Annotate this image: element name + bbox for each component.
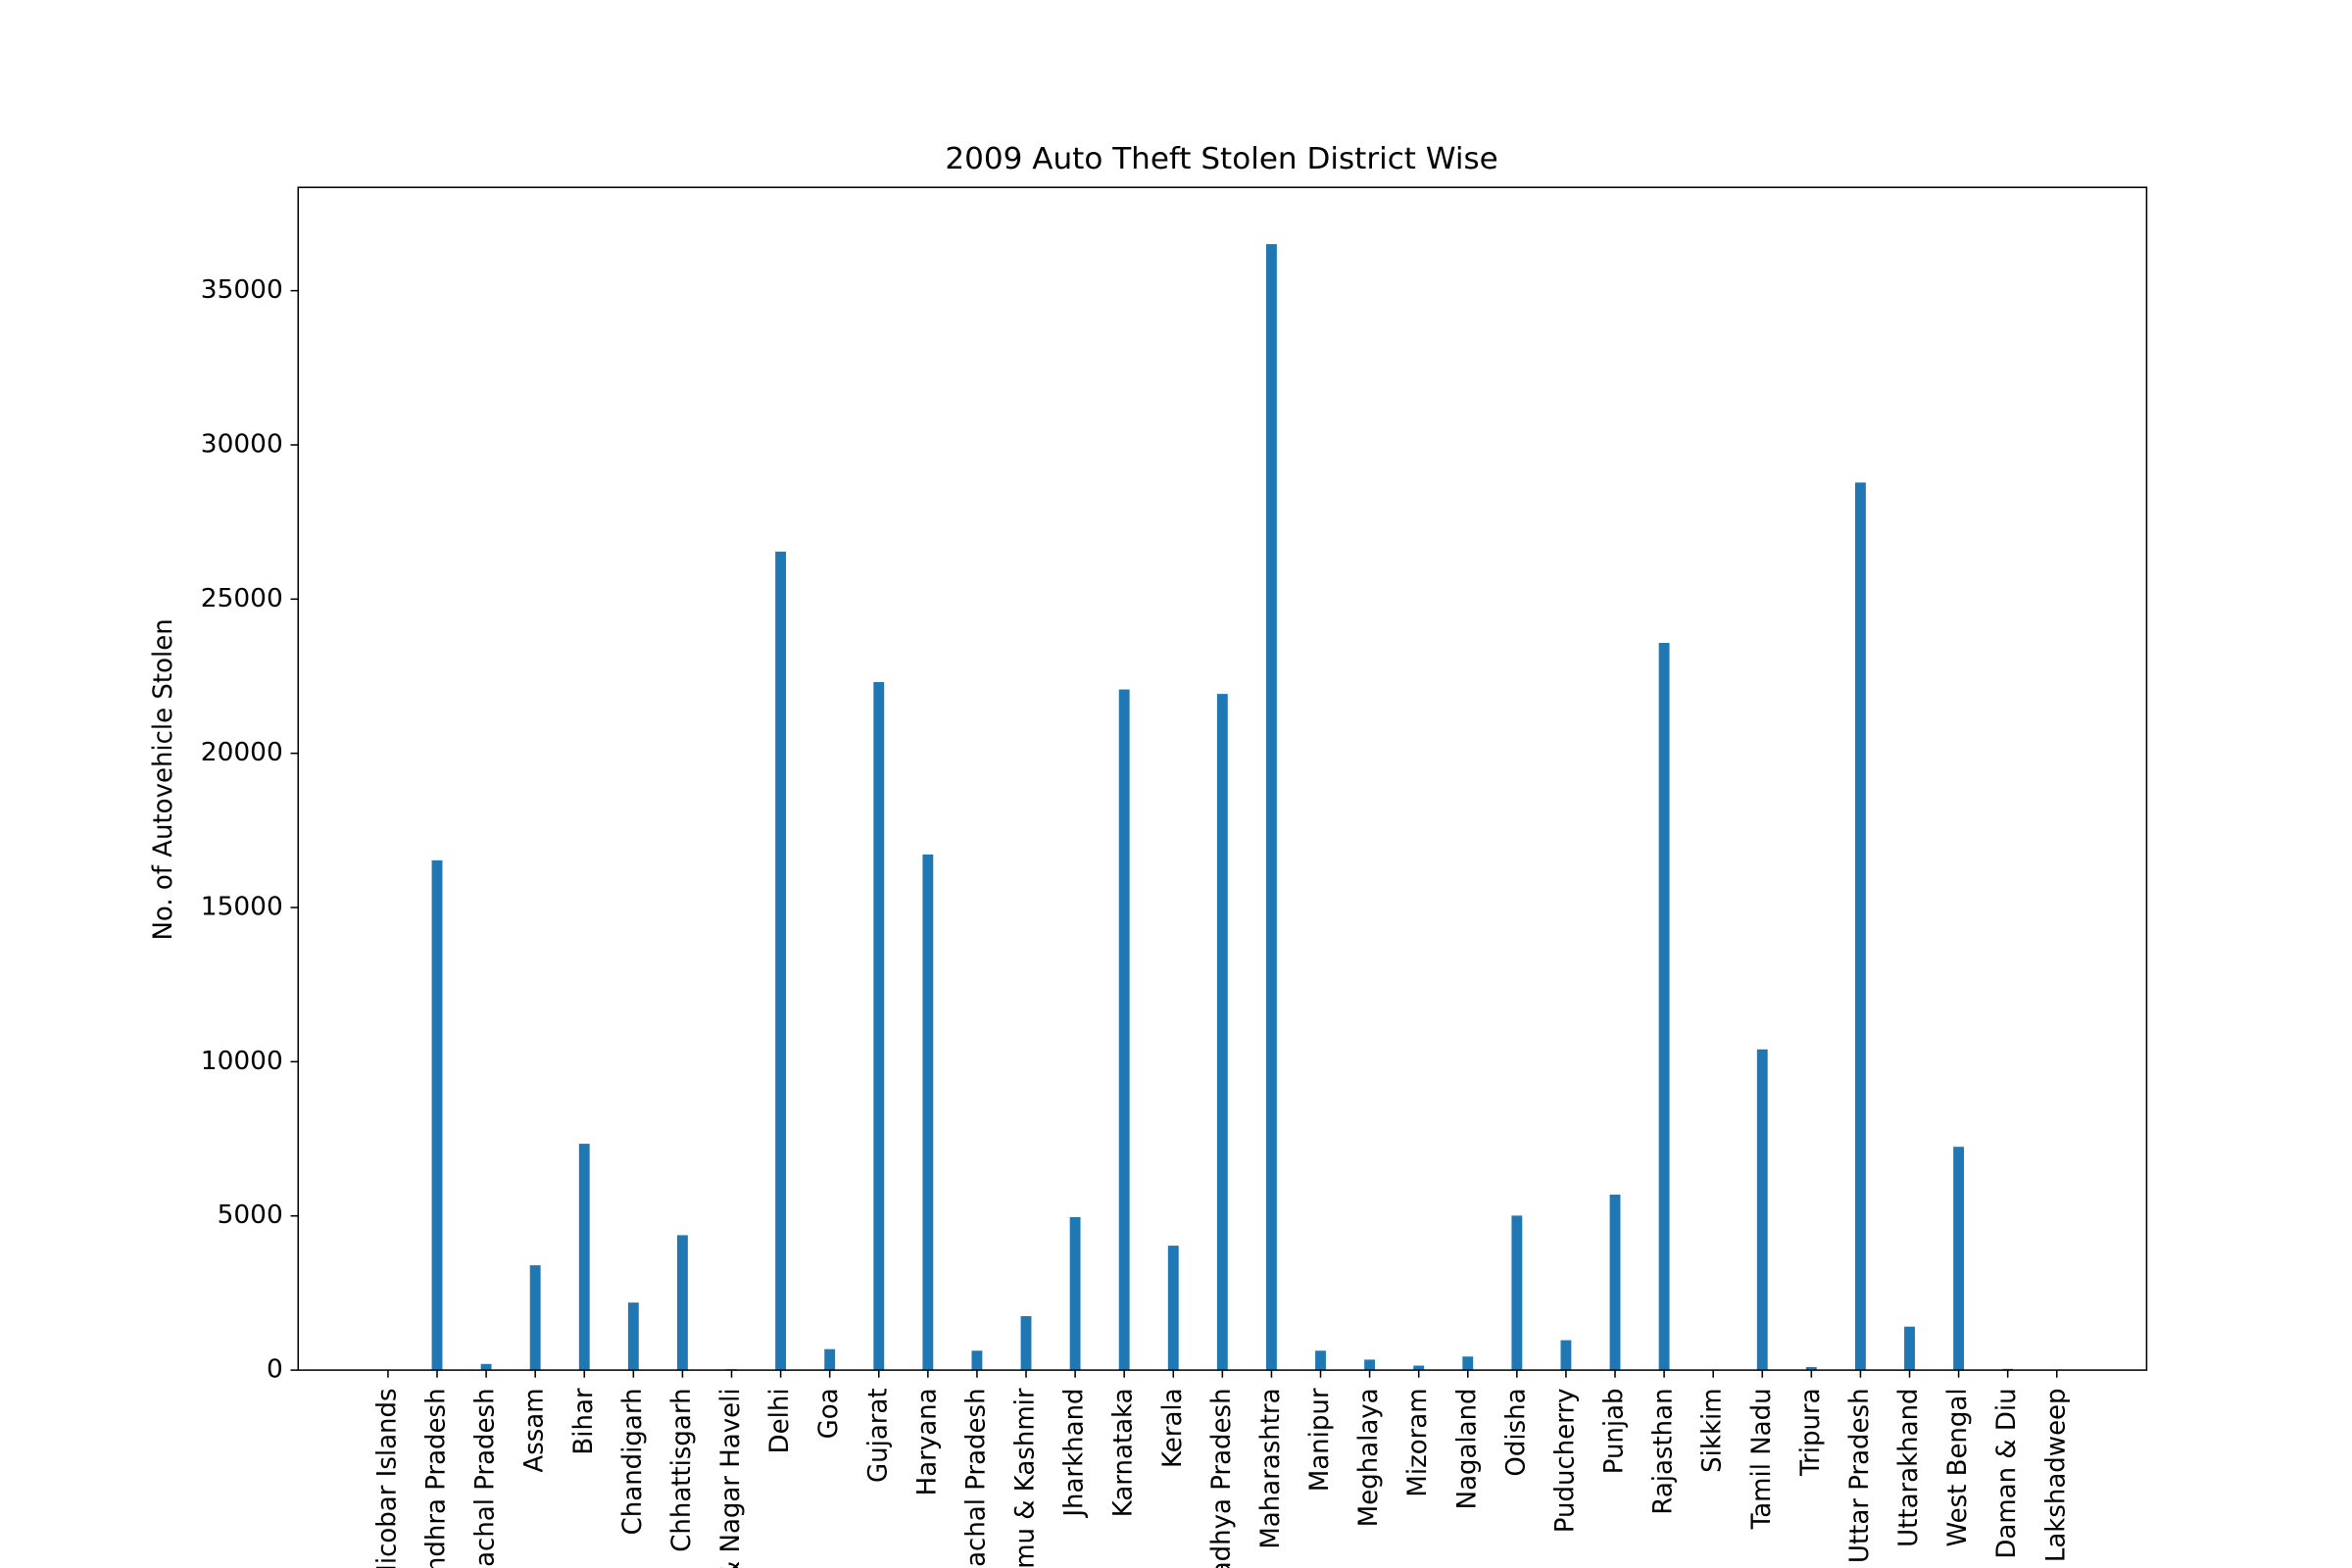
bar [627, 1302, 639, 1371]
x-tick-label: Lakshadweep [2041, 1388, 2071, 1562]
x-tick-label: Uttar Pradesh [1845, 1388, 1875, 1563]
bar [578, 1144, 590, 1371]
y-tick-label: 20000 [201, 738, 283, 767]
x-tick-label: Sikkim [1698, 1388, 1728, 1472]
bar [431, 859, 443, 1371]
bar [873, 681, 885, 1371]
x-tick-label: West Bengal [1943, 1388, 1973, 1546]
axes-frame [297, 186, 2148, 1371]
x-tick-label: Assam [520, 1388, 550, 1472]
x-tick-label: Tamil Nadu [1747, 1388, 1777, 1530]
bar [1413, 1365, 1425, 1371]
bar [1560, 1340, 1572, 1371]
y-tick-label: 5000 [218, 1200, 283, 1230]
bar [1216, 694, 1228, 1371]
bar [1805, 1366, 1817, 1371]
x-tick-label: Meghalaya [1354, 1388, 1384, 1527]
bar [1020, 1316, 1032, 1371]
bar [529, 1265, 541, 1371]
x-tick-label: Nagaland [1452, 1388, 1482, 1509]
bar [922, 854, 934, 1371]
bar [1658, 643, 1670, 1371]
bar [480, 1363, 492, 1371]
x-tick-label: Gujarat [863, 1388, 893, 1483]
bar [1315, 1350, 1326, 1371]
bar [971, 1350, 983, 1371]
bar [1069, 1216, 1081, 1371]
x-tick-label: Himachal Pradesh [961, 1388, 991, 1568]
x-tick-label: Uttarakhand [1894, 1388, 1924, 1546]
bar [1609, 1195, 1621, 1371]
x-tick-label: Bihar [569, 1388, 599, 1454]
x-tick-label: Chandigarh [618, 1388, 648, 1535]
x-tick-label: Punjab [1599, 1388, 1629, 1474]
bar [1118, 689, 1130, 1371]
bar [824, 1348, 836, 1371]
y-tick-label: 10000 [201, 1047, 283, 1076]
x-tick-label: Dadra & Nagar Haveli [716, 1388, 746, 1568]
bar [1265, 244, 1277, 1371]
bar [1756, 1049, 1768, 1371]
x-tick-label: Madhya Pradesh [1207, 1388, 1237, 1568]
bar [676, 1235, 688, 1371]
x-tick-label: Jammu & Kashmir [1010, 1388, 1040, 1568]
x-tick-label: Haryana [912, 1388, 942, 1495]
y-tick-label: 30000 [201, 430, 283, 460]
bar [1364, 1359, 1376, 1371]
x-tick-label: Andaman & Nicobar Islands [372, 1388, 402, 1568]
x-tick-label: Daman & Diu [1992, 1388, 2022, 1558]
y-tick-label: 25000 [201, 584, 283, 613]
x-tick-label: Mizoram [1403, 1388, 1433, 1496]
x-tick-label: Tripura [1796, 1388, 1826, 1477]
x-tick-label: Delhi [765, 1388, 795, 1453]
bar [1462, 1356, 1474, 1371]
x-tick-label: Jharkhand [1059, 1388, 1089, 1518]
y-tick-label: 35000 [201, 275, 283, 305]
bar [1511, 1215, 1523, 1371]
plot-area: 0 5000 10000 15000 20000 25000 30000 35000 Andam… [201, 244, 2071, 1568]
x-tick-label: Manipur [1305, 1388, 1335, 1492]
y-tick-label: 0 [267, 1355, 283, 1385]
bar [1904, 1326, 1915, 1371]
bar [1167, 1246, 1179, 1371]
x-tick-label: Puducherry [1550, 1388, 1580, 1533]
x-tick-label: Arunachal Pradesh [470, 1388, 500, 1568]
y-tick-label: 15000 [201, 893, 283, 922]
bar [1953, 1147, 1965, 1371]
y-axis-label: No. of Autovehicle Stolen [149, 618, 178, 940]
x-tick-label: Maharashtra [1256, 1388, 1286, 1548]
bar [775, 551, 787, 1371]
x-tick-label: Kerala [1158, 1388, 1188, 1468]
x-tick-label: Odisha [1501, 1388, 1531, 1476]
chart-title: 2009 Auto Theft Stolen District Wise [945, 141, 1497, 176]
x-tick-label: Chhattisgarh [667, 1388, 697, 1551]
x-tick-label: Andhra Pradesh [421, 1388, 451, 1568]
x-tick-label: Karnataka [1109, 1388, 1139, 1517]
x-tick-label: Rajasthan [1648, 1388, 1678, 1514]
bar [1855, 482, 1866, 1371]
x-tick-label: Goa [814, 1388, 844, 1439]
